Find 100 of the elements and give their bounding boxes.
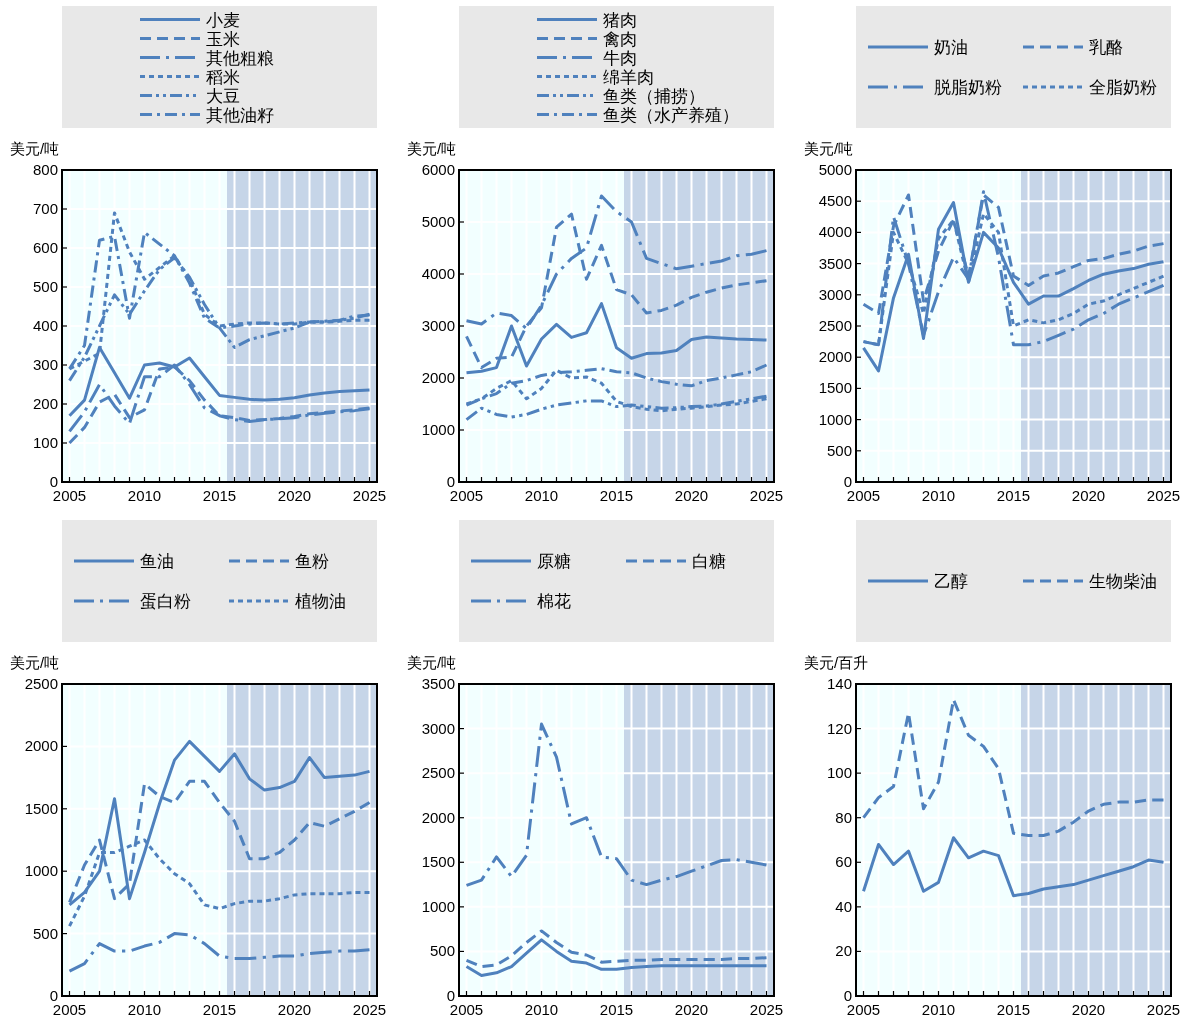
x-tick-label: 2005 (52, 487, 87, 504)
legend-label: 绵羊肉 (603, 67, 654, 87)
x-tick-label: 2015 (599, 487, 634, 504)
x-tick-label: 2020 (277, 487, 312, 504)
legend-label: 乙醇 (934, 572, 968, 591)
y-tick-label: 3000 (421, 719, 455, 737)
y-axis-title: 美元/吨 (804, 140, 854, 157)
legend-label: 蛋白粉 (140, 592, 191, 611)
y-tick-label: 2500 (818, 317, 852, 334)
legend-label: 鱼类（捕捞） (603, 86, 705, 106)
x-tick-label: 2025 (1146, 1001, 1181, 1018)
y-tick-label: 2500 (421, 764, 455, 782)
x-tick-label: 2005 (449, 487, 484, 504)
x-tick-label: 2010 (127, 1001, 162, 1018)
y-tick-label: 800 (32, 161, 58, 178)
legend-label: 棉花 (537, 592, 571, 611)
legend-label: 乳酪 (1089, 38, 1123, 57)
legend-label: 全脂奶粉 (1089, 78, 1157, 97)
x-tick-label: 2025 (749, 487, 784, 504)
y-tick-label: 3000 (818, 285, 852, 303)
y-tick-label: 1500 (818, 379, 852, 397)
legend-label: 奶油 (934, 38, 968, 57)
y-tick-label: 80 (835, 808, 852, 826)
x-tick-label: 2005 (52, 1001, 87, 1018)
legend-label: 其他粗粮 (206, 48, 274, 68)
y-tick-label: 0 (843, 987, 852, 1004)
legend-label: 生物柴油 (1089, 572, 1157, 591)
y-tick-label: 1500 (421, 853, 455, 871)
y-tick-label: 4500 (818, 192, 852, 210)
y-tick-label: 100 (826, 764, 852, 782)
y-tick-label: 700 (32, 200, 58, 217)
y-tick-label: 1000 (421, 421, 455, 438)
x-tick-label: 2010 (921, 487, 956, 504)
x-tick-label: 2020 (674, 1001, 709, 1018)
x-tick-label: 2015 (599, 1001, 634, 1018)
x-tick-label: 2025 (352, 1001, 387, 1018)
y-tick-label: 500 (826, 441, 852, 459)
y-tick-label: 500 (32, 924, 58, 942)
x-tick-label: 2015 (996, 1001, 1031, 1018)
x-tick-label: 2025 (1146, 487, 1181, 504)
legend-label: 鱼粉 (295, 552, 329, 571)
y-tick-label: 100 (32, 434, 58, 451)
x-tick-label: 2010 (524, 1001, 559, 1018)
legend-label: 猪肉 (603, 10, 637, 30)
x-tick-label: 2020 (1071, 487, 1106, 504)
y-tick-label: 5000 (818, 161, 852, 178)
y-tick-label: 500 (429, 942, 455, 960)
x-tick-label: 2025 (352, 487, 387, 504)
y-tick-label: 20 (835, 942, 852, 960)
x-tick-label: 2015 (202, 1001, 237, 1018)
x-tick-label: 2005 (449, 1001, 484, 1018)
y-tick-label: 40 (835, 897, 852, 915)
y-tick-label: 400 (32, 317, 58, 334)
y-tick-label: 4000 (818, 223, 852, 241)
x-tick-label: 2005 (846, 487, 881, 504)
y-tick-label: 1000 (24, 862, 58, 880)
x-tick-label: 2005 (846, 1001, 881, 1018)
legend-label: 牛肉 (603, 48, 637, 68)
y-axis-title: 美元/吨 (10, 654, 60, 671)
y-tick-label: 2000 (421, 808, 455, 826)
y-axis-title: 美元/吨 (10, 140, 60, 157)
x-tick-label: 2010 (524, 487, 559, 504)
legend-label: 白糖 (692, 552, 726, 571)
y-tick-label: 3000 (421, 317, 455, 334)
y-tick-label: 0 (49, 987, 58, 1004)
y-tick-label: 3500 (421, 675, 455, 692)
y-tick-label: 0 (49, 473, 58, 490)
y-tick-label: 2000 (818, 348, 852, 366)
y-tick-label: 60 (835, 853, 852, 871)
y-axis-title: 美元/吨 (407, 140, 457, 157)
y-tick-label: 5000 (421, 213, 455, 230)
y-tick-label: 2500 (24, 675, 58, 692)
y-tick-label: 0 (446, 473, 455, 490)
x-tick-label: 2015 (996, 487, 1031, 504)
x-tick-label: 2015 (202, 487, 237, 504)
y-tick-label: 2000 (421, 369, 455, 386)
y-tick-label: 300 (32, 356, 58, 373)
legend-label: 玉米 (206, 29, 240, 49)
legend-label: 脱脂奶粉 (934, 78, 1002, 97)
y-tick-label: 600 (32, 239, 58, 256)
legend-label: 禽肉 (603, 29, 637, 49)
y-tick-label: 2000 (24, 737, 58, 755)
x-tick-label: 2020 (1071, 1001, 1106, 1018)
y-tick-label: 4000 (421, 265, 455, 282)
legend-label: 大豆 (206, 86, 240, 106)
x-tick-label: 2020 (674, 487, 709, 504)
y-tick-label: 1500 (24, 799, 58, 817)
y-tick-label: 200 (32, 395, 58, 412)
x-tick-label: 2025 (749, 1001, 784, 1018)
y-tick-label: 3500 (818, 254, 852, 272)
y-tick-label: 1000 (421, 897, 455, 915)
y-tick-label: 140 (826, 675, 852, 692)
y-tick-label: 6000 (421, 161, 455, 178)
y-tick-label: 1000 (818, 410, 852, 428)
y-tick-label: 500 (32, 278, 58, 295)
legend-label: 植物油 (295, 592, 346, 611)
y-tick-label: 120 (826, 719, 852, 737)
y-axis-title: 美元/吨 (407, 654, 457, 671)
legend-label: 其他油籽 (206, 105, 274, 125)
legend-label: 稻米 (206, 67, 240, 87)
